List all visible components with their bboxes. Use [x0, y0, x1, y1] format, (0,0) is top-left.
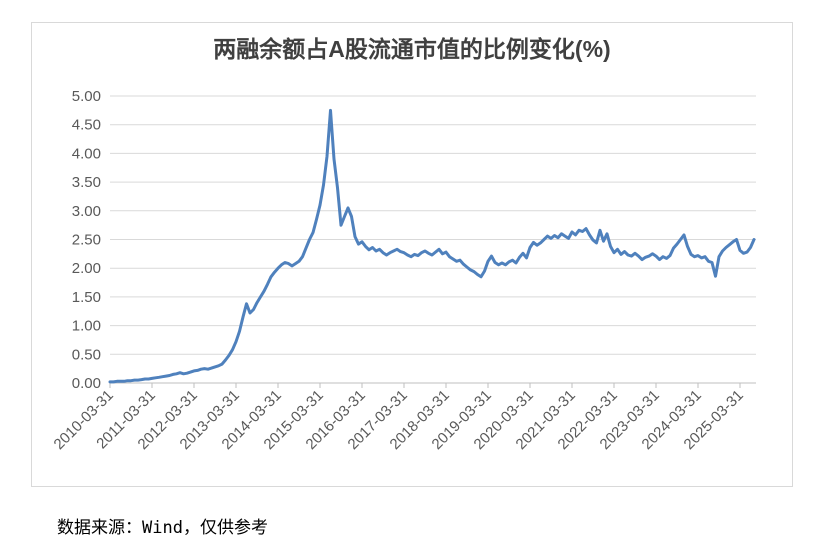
x-axis-layer — [109, 383, 741, 388]
y-tick-label: 2.50 — [72, 232, 101, 249]
y-tick-label: 4.50 — [72, 117, 101, 134]
y-tick-label: 1.00 — [72, 318, 101, 335]
margin-ratio-series-line — [108, 108, 756, 384]
source-note: 数据来源：Wind，仅供参考 — [57, 518, 268, 538]
y-tick-label: 3.00 — [72, 203, 101, 220]
y-tick-label: 3.50 — [72, 174, 101, 191]
y-tick-label: 0.50 — [72, 346, 101, 363]
y-tick-label: 0.00 — [72, 375, 101, 392]
y-tick-label: 5.00 — [72, 88, 101, 105]
chart-title: 两融余额占A股流通市值的比例变化(%) — [213, 36, 610, 62]
series-layer — [108, 108, 756, 384]
gridlines-layer — [110, 95, 756, 384]
y-tick-label: 2.00 — [72, 260, 101, 277]
y-tick-label: 4.00 — [72, 145, 101, 162]
y-axis-labels-layer: 0.00 0.50 1.00 1.50 2.00 2.50 3.00 3.50 4.00 4.50… — [72, 88, 101, 392]
y-tick-label: 1.50 — [72, 289, 101, 306]
